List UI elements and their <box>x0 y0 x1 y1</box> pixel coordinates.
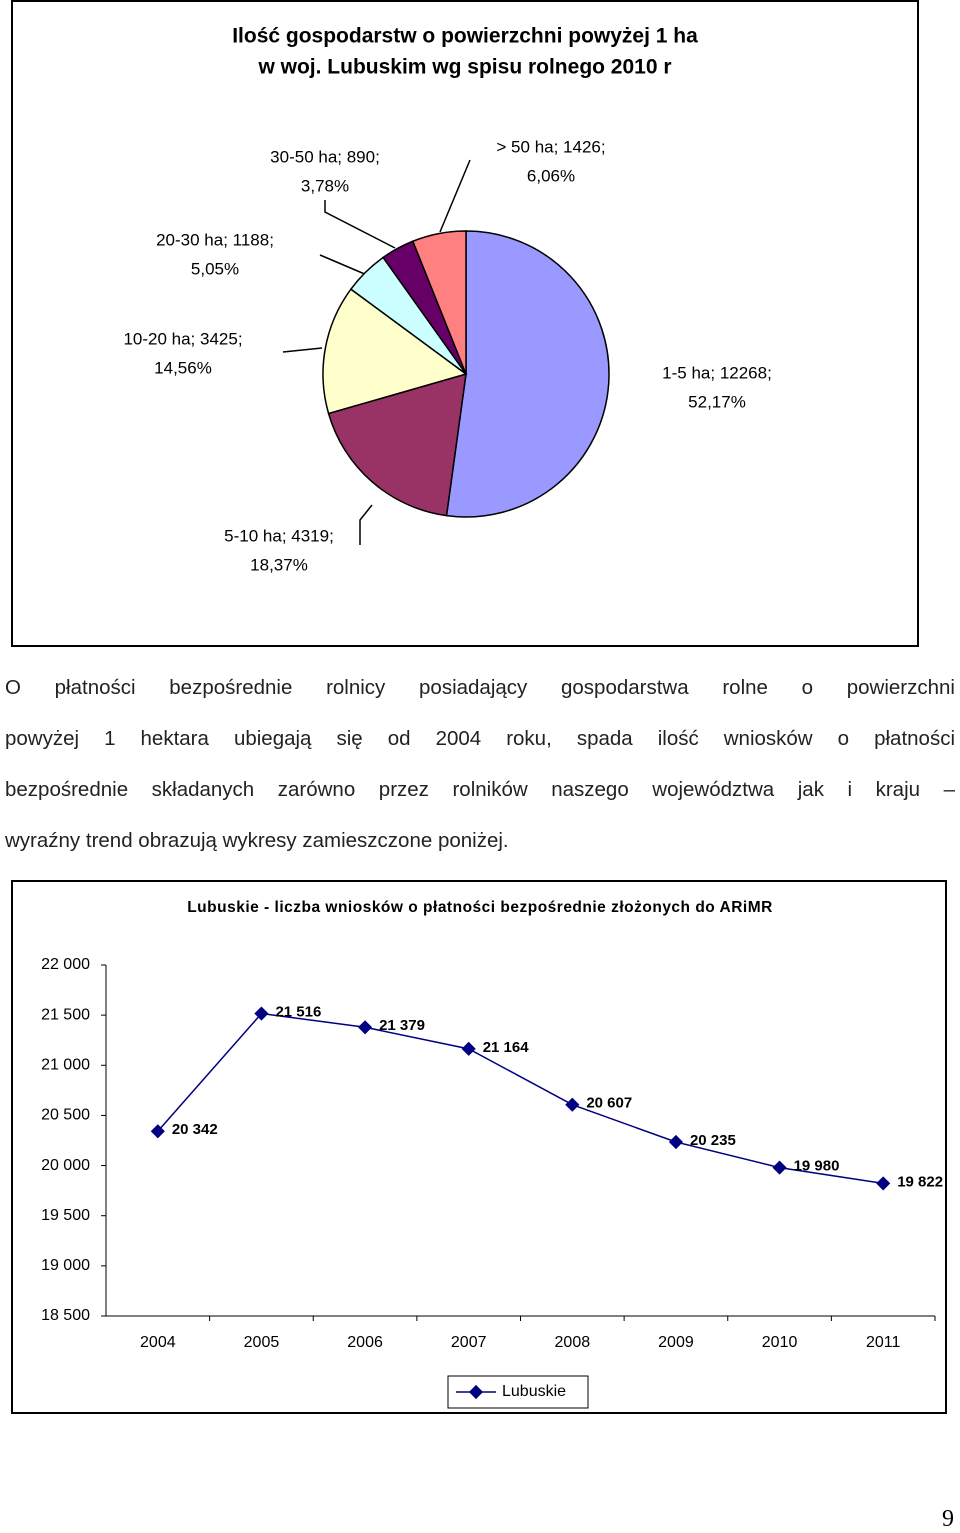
slice-label: > 50 ha; 1426; <box>496 137 605 156</box>
legend-label: Lubuskie <box>502 1383 566 1400</box>
data-label: 20 235 <box>690 1132 736 1149</box>
slice-label: 10-20 ha; 3425; <box>123 329 242 348</box>
y-tick-label: 19 500 <box>41 1207 90 1224</box>
paragraph-line: wyraźny trend obrazują wykresy zamieszcz… <box>5 829 509 852</box>
slice-value-label: 3,78% <box>301 176 349 195</box>
pie-slice <box>445 230 610 518</box>
data-label: 19 822 <box>897 1173 943 1190</box>
x-tick-label: 2011 <box>866 1334 901 1351</box>
slice-value-label: 52,17% <box>688 392 746 411</box>
legend <box>447 1375 589 1409</box>
chart-title: w woj. Lubuskim wg spisu rolnego 2010 r <box>257 56 671 79</box>
x-tick-label: 2009 <box>658 1334 694 1351</box>
page-number: 9 <box>942 1506 954 1532</box>
data-point <box>254 1006 269 1021</box>
data-label: 21 164 <box>483 1039 530 1056</box>
data-label: 19 980 <box>794 1158 840 1175</box>
chart-title: Ilość gospodarstw o powierzchni powyżej … <box>232 25 698 48</box>
slice-label: 30-50 ha; 890; <box>270 147 380 166</box>
y-tick-label: 21 500 <box>41 1006 90 1023</box>
data-point <box>150 1124 165 1139</box>
x-tick-label: 2006 <box>347 1334 383 1351</box>
pie-slice <box>411 230 467 375</box>
slice-value-label: 18,37% <box>250 555 308 574</box>
data-point <box>357 1020 373 1035</box>
paragraph: O płatności bezpośrednie rolnicy posiada… <box>5 662 955 866</box>
slice-value-label: 5,05% <box>191 259 239 278</box>
y-tick-label: 19 000 <box>41 1257 90 1274</box>
legend-marker <box>468 1384 484 1400</box>
data-point <box>565 1097 580 1112</box>
slice-label: 5-10 ha; 4319; <box>224 526 334 545</box>
pie-slice <box>327 372 467 517</box>
y-tick-label: 18 500 <box>41 1307 90 1324</box>
x-tick-label: 2007 <box>451 1334 487 1351</box>
pie-slice <box>322 288 468 415</box>
data-point <box>668 1134 684 1150</box>
data-label: 21 516 <box>275 1004 321 1021</box>
slice-label: 20-30 ha; 1188; <box>156 230 274 249</box>
y-tick-label: 20 500 <box>41 1107 90 1124</box>
data-label: 20 342 <box>172 1121 218 1138</box>
paragraph-line: powyżej 1 hektara ubiegają się od 2004 r… <box>5 727 955 750</box>
x-tick-label: 2010 <box>762 1334 798 1351</box>
series-line <box>157 1012 884 1185</box>
y-tick-label: 21 000 <box>41 1057 90 1074</box>
x-tick-label: 2008 <box>555 1334 591 1351</box>
leader-lines <box>282 159 471 545</box>
paragraph-line: bezpośrednie składanych zarówno przez ro… <box>5 778 955 801</box>
data-label: 20 607 <box>586 1095 632 1112</box>
y-tick-label: 22 000 <box>41 956 90 973</box>
x-tick-label: 2005 <box>244 1334 280 1351</box>
pie-chart: Ilość gospodarstw o powierzchni powyżej … <box>11 0 919 647</box>
data-point <box>876 1176 891 1191</box>
paragraph-line: O płatności bezpośrednie rolnicy posiada… <box>5 676 955 699</box>
chart-frame <box>11 880 947 1414</box>
y-tick-label: 20 000 <box>41 1157 90 1174</box>
data-point <box>461 1041 476 1056</box>
data-label: 21 379 <box>379 1017 425 1034</box>
data-point <box>772 1160 787 1175</box>
slice-label: 1-5 ha; 12268; <box>662 363 772 382</box>
slice-value-label: 6,06% <box>527 166 575 185</box>
slice-value-label: 14,56% <box>154 358 212 377</box>
chart-title: Lubuskie - liczba wniosków o płatności b… <box>187 899 773 916</box>
x-tick-label: 2004 <box>140 1334 176 1351</box>
